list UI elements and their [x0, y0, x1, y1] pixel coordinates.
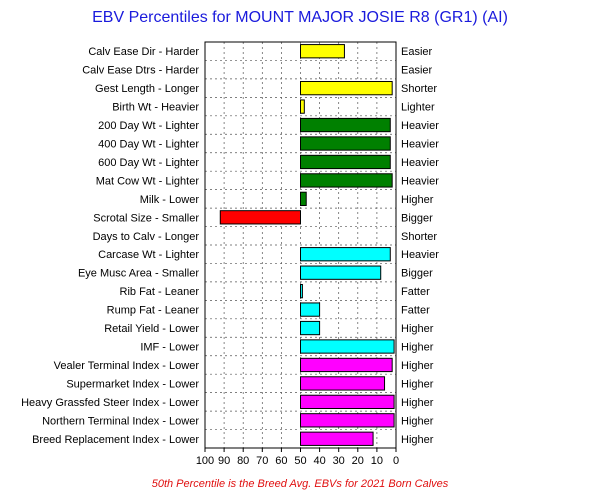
trait-label-right: Heavier: [401, 249, 439, 261]
trait-label-left: Calv Ease Dir - Harder: [88, 46, 199, 58]
trait-label-right: Higher: [401, 415, 434, 427]
trait-label-left: Supermarket Index - Lower: [66, 378, 199, 390]
bar: [300, 191, 307, 207]
bar: [300, 136, 391, 151]
trait-label-right: Higher: [401, 360, 434, 372]
bar: [300, 413, 395, 428]
tick-label: 10: [371, 455, 383, 467]
trait-labels: Calv Ease Dir - Harder Easier Calv Ease Dt…: [21, 46, 439, 446]
trait-label-right: Higher: [401, 323, 434, 335]
bar: [300, 44, 345, 59]
trait-label-right: Easier: [401, 65, 433, 77]
bar: [300, 80, 393, 96]
bar: [300, 376, 386, 391]
bar: [300, 265, 382, 280]
trait-label-left: IMF - Lower: [140, 342, 199, 354]
bar: [300, 339, 395, 354]
trait-label-left: Breed Replacement Index - Lower: [32, 434, 199, 446]
trait-label-left: Mat Cow Wt - Lighter: [96, 175, 200, 187]
trait-label-left: Eye Musc Area - Smaller: [78, 268, 199, 280]
tick-label: 20: [352, 455, 364, 467]
trait-label-right: Higher: [401, 378, 434, 390]
trait-label-left: Days to Calv - Longer: [93, 231, 200, 243]
trait-label-right: Higher: [401, 342, 434, 354]
trait-label-left: Heavy Grassfed Steer Index - Lower: [21, 397, 199, 409]
trait-label-right: Shorter: [401, 83, 437, 95]
bars: [219, 44, 395, 446]
bar: [300, 302, 321, 317]
trait-label-left: 400 Day Wt - Lighter: [98, 139, 199, 151]
trait-label-left: Calv Ease Dtrs - Harder: [82, 65, 199, 77]
bar: [300, 431, 374, 446]
tick-label: 60: [275, 455, 287, 467]
bar: [300, 173, 393, 188]
trait-label-left: 600 Day Wt - Lighter: [98, 157, 199, 169]
tick-label: 70: [256, 455, 268, 467]
trait-label-left: 200 Day Wt - Lighter: [98, 120, 199, 132]
trait-label-left: Carcase Wt - Lighter: [98, 249, 199, 261]
x-axis-ticks: 100 90 80 70 60 50 40 30 20 10 0: [196, 448, 399, 467]
trait-label-left: Rump Fat - Leaner: [107, 305, 200, 317]
bar: [300, 99, 305, 114]
bar: [300, 320, 321, 336]
trait-label-right: Lighter: [401, 102, 435, 114]
chart-title: EBV Percentiles for MOUNT MAJOR JOSIE R8…: [92, 9, 508, 26]
tick-label: 100: [196, 455, 214, 467]
trait-label-right: Shorter: [401, 231, 437, 243]
tick-label: 50: [294, 455, 306, 467]
trait-label-right: Heavier: [401, 175, 439, 187]
trait-label-right: Higher: [401, 434, 434, 446]
trait-label-left: Rib Fat - Leaner: [120, 286, 200, 298]
trait-label-right: Heavier: [401, 120, 439, 132]
bar: [300, 394, 395, 410]
bar: [300, 154, 391, 170]
tick-label: 30: [333, 455, 345, 467]
trait-label-right: Fatter: [401, 305, 430, 317]
trait-label-left: Northern Terminal Index - Lower: [42, 415, 199, 427]
tick-label: 0: [393, 455, 399, 467]
bar: [300, 357, 393, 373]
trait-label-left: Vealer Terminal Index - Lower: [54, 360, 200, 372]
bar: [300, 117, 391, 133]
trait-label-left: Scrotal Size - Smaller: [93, 212, 199, 224]
tick-label: 40: [313, 455, 325, 467]
trait-label-left: Milk - Lower: [140, 194, 200, 206]
grid: [205, 42, 396, 448]
trait-label-right: Fatter: [401, 286, 430, 298]
trait-label-right: Higher: [401, 397, 434, 409]
trait-label-right: Easier: [401, 46, 433, 58]
trait-label-right: Heavier: [401, 139, 439, 151]
bar: [300, 283, 303, 299]
bar: [219, 210, 301, 225]
tick-label: 80: [237, 455, 249, 467]
trait-label-right: Higher: [401, 194, 434, 206]
footnote: 50th Percentile is the Breed Avg. EBVs f…: [152, 478, 449, 490]
bar: [300, 247, 391, 262]
trait-label-left: Gest Length - Longer: [95, 83, 199, 95]
trait-label-right: Heavier: [401, 157, 439, 169]
trait-label-right: Bigger: [401, 268, 433, 280]
trait-label-left: Retail Yield - Lower: [104, 323, 199, 335]
trait-label-right: Bigger: [401, 212, 433, 224]
trait-label-left: Birth Wt - Heavier: [112, 102, 199, 114]
tick-label: 90: [218, 455, 230, 467]
